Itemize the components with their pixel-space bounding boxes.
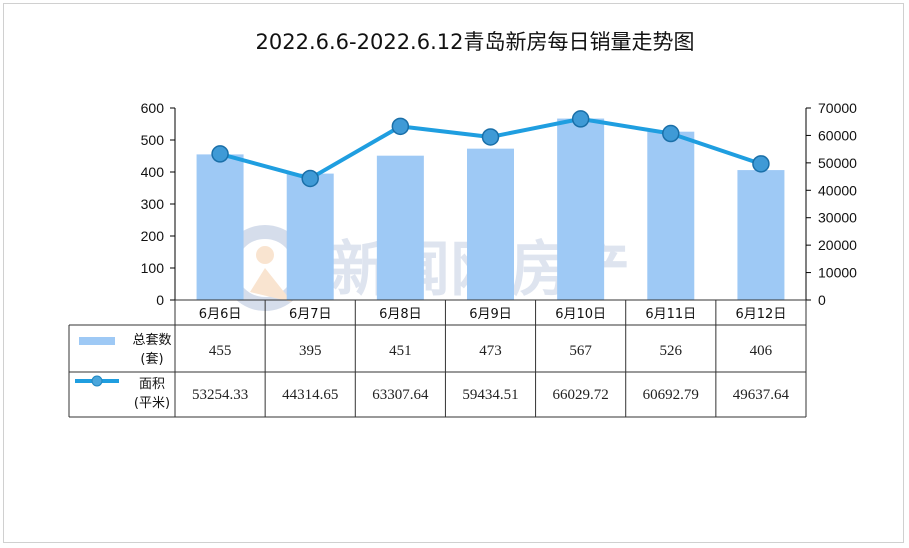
bar-value-label: 406 xyxy=(750,343,773,359)
y-right-tick-label: 50000 xyxy=(818,155,857,171)
bar-value-label: 567 xyxy=(569,343,592,359)
line-value-label: 53254.33 xyxy=(192,387,248,403)
data-table: 总套数 (套) 面积 (平米) 6月6日 6月7日 6月8日 6月9日 6月10日 6月1… xyxy=(68,299,807,418)
line-value-label: 49637.64 xyxy=(733,387,790,403)
y-left-tick-label: 200 xyxy=(141,228,165,244)
line-point xyxy=(481,128,500,146)
line-point xyxy=(301,169,319,188)
bars xyxy=(196,118,785,300)
line-point xyxy=(391,117,410,136)
y-right-tick-label: 60000 xyxy=(818,127,857,143)
bar-value-label: 526 xyxy=(660,343,683,359)
bar xyxy=(737,170,785,300)
category-label: 6月7日 xyxy=(289,307,332,322)
y-left-tick-label: 400 xyxy=(141,164,165,180)
line-point xyxy=(211,145,229,163)
bar xyxy=(647,131,695,300)
y-left-tick-label: 300 xyxy=(141,196,165,212)
bar xyxy=(467,148,514,300)
line-point xyxy=(752,155,770,173)
line-value-label: 59434.51 xyxy=(462,387,518,403)
line-series xyxy=(211,110,770,188)
y-right-tick-label: 40000 xyxy=(818,182,857,198)
y-right-tick-label: 10000 xyxy=(818,265,857,281)
y-left-tick-label: 500 xyxy=(141,132,165,148)
y-right-tick-label: 20000 xyxy=(818,237,857,253)
bar-value-label: 455 xyxy=(209,343,232,359)
chart-frame xyxy=(3,3,904,543)
line-value-label: 63307.64 xyxy=(372,387,429,403)
category-label: 6月9日 xyxy=(469,307,512,322)
category-label: 6月10日 xyxy=(555,307,606,322)
chart-title: 2022.6.6-2022.6.12青岛新房每日销量走势图 xyxy=(256,30,695,54)
bar xyxy=(376,155,424,300)
y-left-tick-label: 600 xyxy=(141,100,165,116)
line-point xyxy=(571,110,590,128)
line-value-label: 44314.65 xyxy=(282,387,338,403)
bar xyxy=(196,154,244,300)
line-point xyxy=(662,124,680,143)
y-left-tick-label: 100 xyxy=(141,260,165,276)
legend-line-unit: (平米) xyxy=(134,396,170,411)
y-left-tick-label: 0 xyxy=(156,292,164,308)
legend-line-label: 面积 xyxy=(139,377,165,392)
bar xyxy=(286,173,334,300)
tick-labels: 0 100 200 300 400 500 600 0 10000 20000 30000 40000… xyxy=(141,100,858,308)
legend-bars-label: 总套数 xyxy=(132,332,171,348)
y-right-tick-label: 0 xyxy=(818,292,826,308)
category-label: 6月12日 xyxy=(736,307,787,322)
bar-value-label: 395 xyxy=(299,343,322,359)
bar-value-label: 451 xyxy=(389,343,412,359)
bar-value-label: 473 xyxy=(479,343,502,359)
legend-bars-unit: (套) xyxy=(140,351,163,367)
legend-line-swatch xyxy=(75,375,119,387)
bar xyxy=(557,118,605,300)
legend-bars-swatch xyxy=(79,337,115,345)
y-right-tick-label: 70000 xyxy=(818,100,857,116)
line-value-label: 60692.79 xyxy=(643,387,699,403)
category-label: 6月11日 xyxy=(645,307,696,322)
line-value-label: 66029.72 xyxy=(553,387,609,403)
category-label: 6月8日 xyxy=(379,307,422,322)
category-label: 6月6日 xyxy=(199,307,242,322)
y-right-tick-label: 30000 xyxy=(818,210,857,226)
